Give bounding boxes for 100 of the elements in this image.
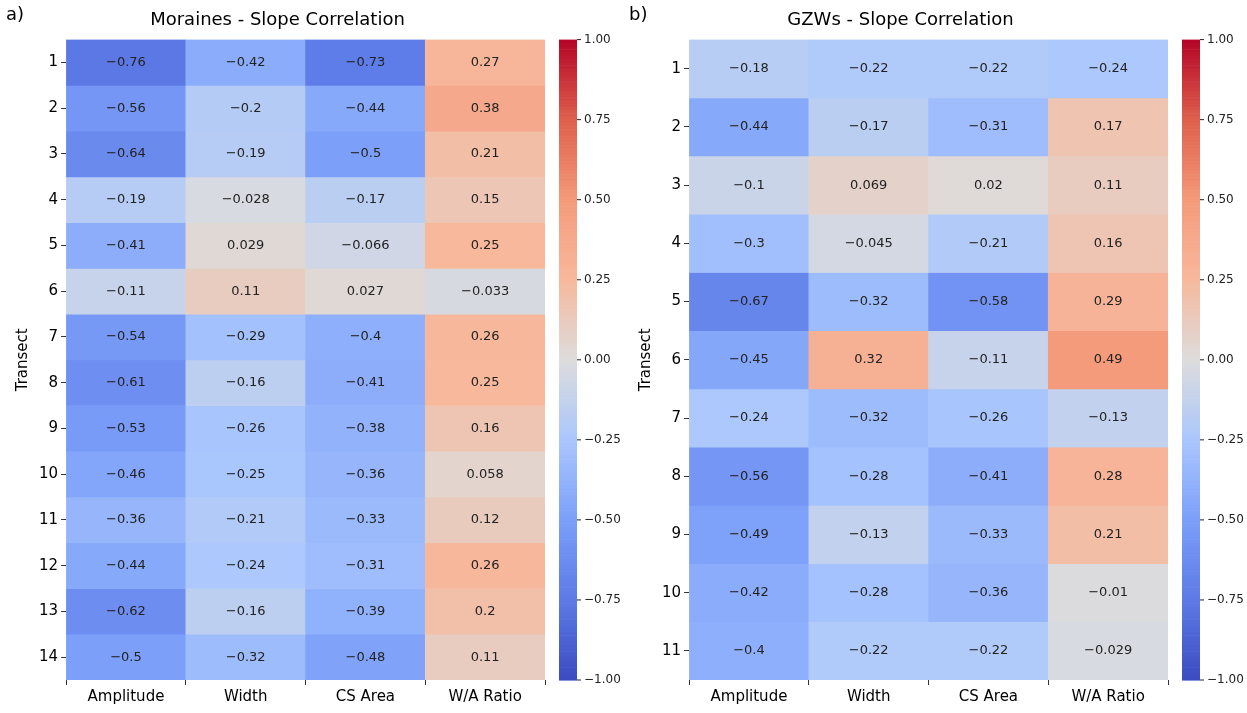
y-tick-label: 8	[48, 372, 59, 391]
x-tick-label: Amplitude	[87, 686, 165, 705]
x-tick-label: CS Area	[335, 686, 396, 705]
data-label: −0.24	[729, 409, 769, 425]
data-label: −0.17	[848, 118, 889, 134]
data-label: −0.033	[461, 282, 510, 298]
y-tick-label: 2	[48, 98, 59, 117]
y-tick-label: 1	[671, 58, 682, 77]
color-bar-label: 0.25	[584, 271, 611, 286]
data-label: −0.22	[968, 642, 1009, 658]
data-label: −0.56	[729, 467, 769, 483]
x-tick-label: Amplitude	[710, 686, 788, 705]
y-tick-label: 4	[48, 189, 59, 208]
data-label: −0.39	[345, 602, 386, 618]
y-tick-label: 7	[671, 407, 682, 426]
color-bar-label: −0.75	[584, 592, 621, 607]
data-label: −0.28	[848, 467, 889, 483]
y-tick-label: 11	[661, 640, 682, 659]
data-label: −0.45	[729, 351, 769, 367]
y-tick-label: 7	[48, 326, 59, 345]
data-label: −0.28	[848, 584, 889, 600]
data-label: −0.32	[225, 648, 266, 664]
x-tick-label: Width	[846, 686, 891, 705]
data-label: 0.25	[470, 374, 500, 390]
data-label: −0.19	[106, 191, 146, 207]
data-label: −0.56	[106, 99, 146, 115]
y-tick-label: 9	[48, 418, 59, 437]
chart-title: GZWs - Slope Correlation	[787, 8, 1014, 30]
data-label: 0.21	[1093, 525, 1123, 541]
data-label: −0.26	[225, 419, 266, 435]
data-label: −0.13	[1088, 409, 1129, 425]
data-label: −0.32	[848, 292, 889, 308]
data-label: −0.4	[349, 328, 382, 344]
data-label: −0.58	[968, 292, 1009, 308]
color-bar-label: −0.50	[584, 512, 621, 527]
data-label: −0.42	[225, 53, 266, 69]
y-tick-label: 3	[671, 175, 682, 194]
y-tick-label: 6	[671, 349, 682, 368]
y-tick-label: 5	[48, 235, 59, 254]
data-label: −0.41	[968, 467, 1009, 483]
data-label: −0.4	[733, 642, 765, 658]
data-label: −0.33	[968, 525, 1009, 541]
data-label: −0.16	[225, 602, 266, 618]
data-label: −0.24	[1088, 60, 1129, 76]
data-label: −0.5	[349, 145, 382, 161]
data-label: −0.44	[345, 99, 386, 115]
color-bar-label: 0.50	[1207, 191, 1234, 206]
data-label: −0.44	[729, 118, 769, 134]
data-label: −0.29	[225, 328, 266, 344]
data-label: −0.029	[1084, 642, 1133, 658]
data-label: −0.21	[225, 511, 266, 527]
y-tick-label: 10	[38, 464, 59, 483]
data-label: 0.12	[470, 511, 500, 527]
data-label: 0.027	[346, 282, 385, 298]
data-label: −0.32	[848, 409, 889, 425]
data-label: 0.21	[470, 145, 500, 161]
data-label: −0.01	[1088, 584, 1129, 600]
data-label: −0.36	[968, 584, 1009, 600]
color-bar-label: −0.50	[1207, 512, 1244, 527]
text: b)	[629, 2, 648, 24]
color-bar-label: −1.00	[1207, 672, 1244, 687]
y-tick-label: 13	[38, 601, 59, 620]
data-label: −0.25	[225, 465, 266, 481]
data-label: 0.16	[1093, 234, 1123, 250]
data-label: −0.36	[345, 465, 386, 481]
color-bar-label: 0.00	[584, 351, 611, 366]
color-bar-label: 0.75	[1207, 111, 1234, 126]
data-label: 0.49	[1093, 351, 1123, 367]
color-bar-label: −0.75	[1207, 592, 1244, 607]
x-tick-label: CS Area	[958, 686, 1019, 705]
data-label: −0.41	[345, 374, 386, 390]
data-label: 0.058	[466, 465, 504, 481]
data-label: −0.22	[968, 60, 1009, 76]
data-label: −0.3	[733, 234, 765, 250]
data-label: 0.27	[470, 53, 500, 69]
data-label: 0.17	[1093, 118, 1123, 134]
data-label: −0.76	[106, 53, 146, 69]
y-tick-label: 8	[671, 466, 682, 485]
data-label: 0.2	[474, 602, 496, 618]
data-label: −0.26	[968, 409, 1009, 425]
data-label: 0.29	[1093, 292, 1123, 308]
data-label: −0.49	[729, 525, 769, 541]
chart-title: Moraines - Slope Correlation	[150, 8, 405, 30]
data-label: −0.2	[229, 99, 262, 115]
color-bar-label: 0.25	[1207, 271, 1234, 286]
data-label: 0.38	[470, 99, 500, 115]
data-label: −0.46	[106, 465, 146, 481]
data-label: −0.31	[968, 118, 1009, 134]
y-tick-label: 12	[38, 555, 59, 574]
text: a)	[6, 2, 25, 24]
data-label: 0.11	[231, 282, 261, 298]
data-label: 0.26	[470, 328, 500, 344]
data-label: −0.48	[345, 648, 386, 664]
data-label: −0.64	[106, 145, 146, 161]
y-tick-label: 5	[671, 291, 682, 310]
color-bar-label: 0.50	[584, 191, 611, 206]
data-label: 0.16	[470, 419, 500, 435]
y-tick-label: 10	[661, 582, 682, 601]
color-bar-label: −0.25	[584, 431, 621, 446]
data-label: 0.069	[850, 176, 888, 192]
